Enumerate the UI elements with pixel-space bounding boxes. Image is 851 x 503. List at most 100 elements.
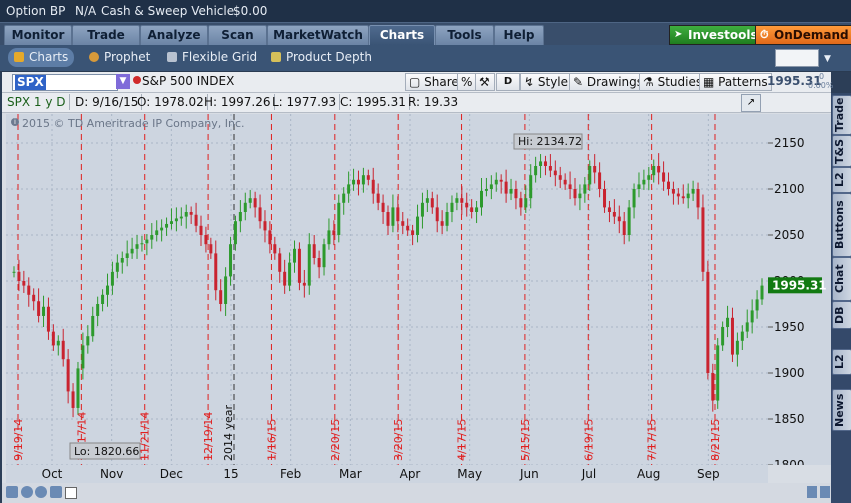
patterns-button[interactable]: ▦ Patterns	[699, 73, 772, 91]
chart-settings-icon[interactable]: ↗	[741, 94, 761, 112]
event-marker-label: 5/15/15	[519, 419, 532, 461]
x-tick-label: Dec	[160, 467, 183, 481]
candle-body	[278, 253, 282, 272]
x-tick-label: Mar	[339, 467, 362, 481]
pan-right-icon[interactable]	[50, 486, 62, 498]
candle-body	[356, 179, 360, 185]
symbol-input[interactable]: SPX	[12, 74, 118, 91]
share-button[interactable]: ▢ Share	[405, 73, 463, 91]
percent-icon[interactable]: %	[457, 73, 477, 91]
patterns-icon: ▦	[703, 75, 719, 89]
candle-body	[253, 198, 257, 208]
zoom-in-icon[interactable]	[35, 486, 47, 498]
share-label: Share	[424, 75, 459, 89]
candle-body	[450, 202, 454, 212]
candle-body	[657, 166, 661, 173]
subtab-charts[interactable]: Charts	[8, 48, 75, 67]
candle-body	[37, 301, 41, 316]
candle-body	[573, 189, 577, 199]
tab-tools[interactable]: Tools	[435, 25, 494, 45]
tab-marketwatch[interactable]: MarketWatch	[267, 25, 369, 45]
tab-analyze[interactable]: Analyze	[140, 25, 208, 45]
candle-body	[342, 193, 346, 203]
zoom-out-icon[interactable]	[21, 486, 33, 498]
candle-body	[676, 193, 680, 197]
scroll-right-icon[interactable]	[820, 486, 830, 498]
tab-help[interactable]: Help	[494, 25, 544, 45]
subtab-flexible-grid[interactable]: Flexible Grid	[167, 48, 257, 67]
candle-body	[504, 181, 508, 194]
y-tick-label: 1850	[774, 412, 805, 426]
side-tab-db[interactable]: DB	[832, 301, 851, 329]
main-nav: Monitor Trade Analyze Scan MarketWatch C…	[0, 22, 851, 46]
info-open: O: 1978.02	[134, 94, 208, 110]
x-tick-label: Oct	[42, 467, 63, 481]
candle-body	[420, 202, 424, 217]
candle-body	[194, 214, 198, 226]
candle-body	[534, 166, 538, 176]
candle-body	[642, 179, 646, 185]
time-axis[interactable]: Oct Nov Dec 15 Feb Mar Apr May Jun Jul Aug Sep	[6, 465, 768, 483]
chart-info-bar: SPX 1 y D D: 9/16/15 O: 1978.02 H: 1997.…	[2, 93, 831, 113]
lo-label-box	[69, 442, 141, 460]
price-axis[interactable]: 215021002050200019501900185018001995.31	[768, 114, 831, 472]
pan-left-icon[interactable]	[6, 486, 18, 498]
side-tab-buttons[interactable]: Buttons	[832, 193, 851, 257]
side-tab-level2-alt[interactable]: L2	[832, 349, 851, 375]
candle-body	[155, 230, 159, 235]
subtab-prophet[interactable]: Prophet	[89, 48, 150, 67]
tab-charts[interactable]: Charts	[369, 25, 435, 45]
side-tab-level2[interactable]: L2	[832, 167, 851, 193]
layout-selector[interactable]	[775, 49, 819, 67]
candle-body	[425, 198, 429, 203]
candle-body	[61, 340, 65, 360]
wrench-icon[interactable]: ⚒	[475, 73, 495, 91]
event-marker-label: 3/20/15	[392, 419, 405, 461]
price-plot[interactable]: 9/19/14 10/17/14 11/21/14 12/19/14 1/16/15 2/…	[6, 114, 768, 466]
candle-body	[135, 244, 139, 249]
layout-dropdown-icon[interactable]: ▼	[824, 54, 831, 64]
y-tick-label: 2150	[774, 136, 805, 150]
hi-label-text: Hi: 2134.72	[518, 135, 582, 148]
style-button[interactable]: ↯ Style	[520, 73, 573, 91]
event-marker-label: 12/19/14	[202, 412, 215, 461]
candle-body	[440, 221, 444, 226]
candle-body	[263, 221, 267, 231]
candle-body	[539, 161, 543, 166]
tab-trade[interactable]: Trade	[72, 25, 140, 45]
lo-label-text: Lo: 1820.66	[74, 445, 139, 458]
chart-period[interactable]: SPX 1 y D	[4, 94, 70, 110]
candle-body	[140, 243, 144, 245]
side-tab-trade[interactable]: Trade	[832, 95, 851, 135]
side-tab-news[interactable]: News	[832, 389, 851, 431]
candle-body	[460, 198, 464, 203]
ondemand-button[interactable]: ⏱ OnDemand	[755, 25, 851, 45]
expand-icon[interactable]	[65, 487, 77, 499]
candle-body	[293, 248, 296, 263]
investools-button[interactable]: ➤ Investools	[669, 25, 773, 45]
side-tab-time-sales[interactable]: T&S	[832, 135, 851, 167]
subtab-product-depth[interactable]: Product Depth	[271, 48, 372, 67]
candle-body	[662, 172, 666, 182]
tab-monitor[interactable]: Monitor	[4, 25, 72, 45]
aggregation-button[interactable]: D	[496, 73, 520, 91]
candle-body	[86, 336, 90, 346]
grid-icon	[167, 52, 177, 62]
candle-body	[529, 175, 533, 199]
candle-body	[189, 212, 193, 215]
symbol-dropdown-icon[interactable]: ▼	[116, 74, 130, 89]
drawings-button[interactable]: ✎ Drawings	[569, 73, 648, 91]
side-tab-chat[interactable]: Chat	[832, 257, 851, 301]
candle-body	[297, 248, 301, 283]
symbol-link-icon[interactable]	[133, 76, 141, 84]
tab-scan[interactable]: Scan	[208, 25, 267, 45]
scroll-end-icon[interactable]	[807, 486, 817, 498]
candle-body	[27, 285, 31, 295]
candle-body	[366, 175, 370, 180]
studies-button[interactable]: ⚗ Studies	[639, 73, 707, 91]
info-icon[interactable]: i	[11, 118, 19, 126]
candle-body	[381, 202, 385, 212]
candle-body	[96, 304, 100, 316]
account-bar: Option BP N/A Cash & Sweep Vehicle $0.00	[0, 0, 851, 22]
candle-body	[150, 235, 154, 240]
